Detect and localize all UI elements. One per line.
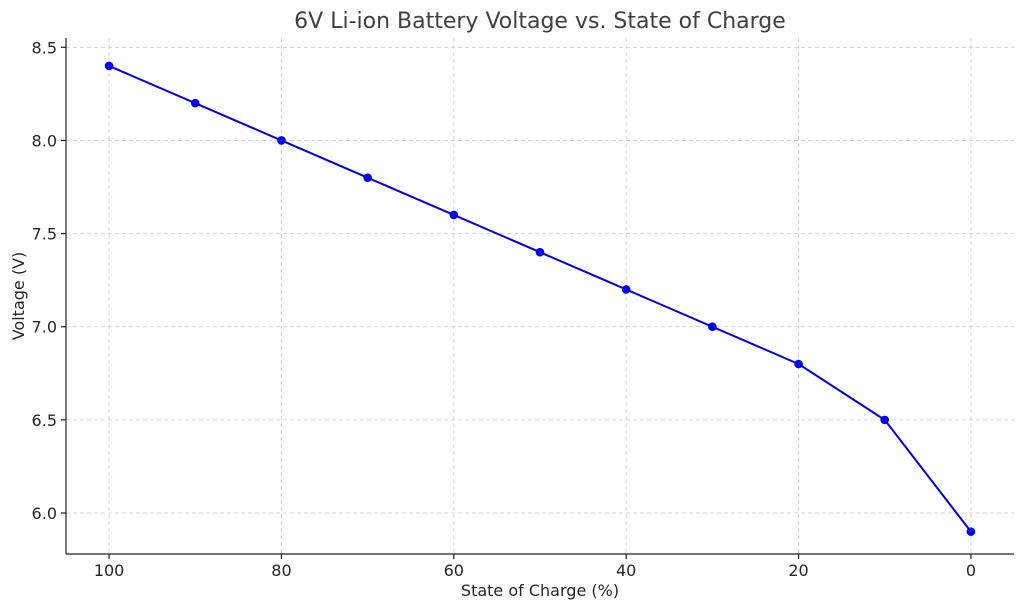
series-line [108,65,972,533]
axes: 100 80 60 40 20 0 6.0 6.5 7.0 7.5 8.0 8.5 [32,38,1014,580]
y-tick-label: 6.5 [32,411,57,430]
x-tick-label: 0 [966,561,976,580]
x-tick-label: 20 [788,561,808,580]
data-point [535,247,545,257]
x-tick-label: 40 [616,561,636,580]
data-point [449,210,459,220]
data-point [966,527,976,536]
series-voltage [104,61,976,536]
x-tick-label: 100 [94,561,125,580]
chart-title: 6V Li-ion Battery Voltage vs. State of C… [294,9,786,34]
x-tick-label: 60 [444,561,464,580]
y-tick-label: 7.5 [32,225,57,244]
y-tick-label: 6.0 [32,504,57,523]
data-point [363,173,372,183]
data-point [104,61,114,71]
y-tick-label: 7.0 [32,318,57,337]
y-tick-label: 8.5 [32,38,57,57]
data-point [621,285,631,294]
data-point [190,98,200,108]
grid [66,38,1014,554]
x-axis-label: State of Charge (%) [461,581,619,600]
data-point [794,359,803,369]
data-point [708,322,717,332]
y-axis-label: Voltage (V) [9,252,28,341]
data-point [880,415,890,425]
y-tick-label: 8.0 [32,131,57,150]
data-point [277,136,286,145]
x-tick-label: 80 [271,561,291,580]
